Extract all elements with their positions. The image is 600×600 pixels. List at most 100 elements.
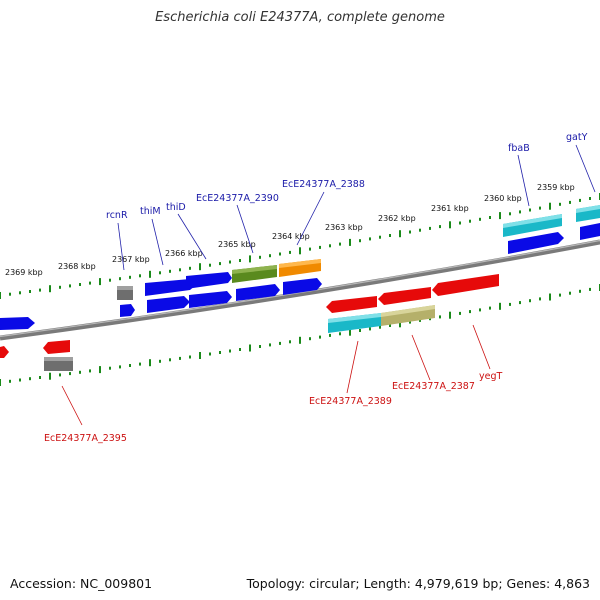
gene-arrow[interactable]: [120, 304, 135, 317]
minor-tick: [79, 370, 81, 374]
accession-text: Accession: NC_009801: [10, 576, 153, 591]
minor-tick: [419, 228, 421, 232]
gene-arrow[interactable]: [186, 272, 232, 289]
minor-tick: [459, 221, 461, 225]
minor-tick: [529, 299, 531, 303]
minor-tick: [389, 324, 391, 327]
map-title: Escherichia coli E24377A, complete genom…: [155, 10, 445, 25]
minor-tick: [179, 268, 181, 272]
gene-arrow[interactable]: [378, 287, 431, 305]
minor-tick: [159, 359, 161, 363]
gene-label-yegT[interactable]: yegT: [479, 371, 502, 382]
minor-tick: [529, 208, 531, 212]
minor-tick: [519, 210, 521, 214]
gene-label-EcE24377A_2388[interactable]: EcE24377A_2388: [282, 179, 365, 190]
gene-arrow[interactable]: [189, 291, 232, 308]
scale-label: 2365 kbp: [218, 240, 256, 249]
minor-tick: [259, 345, 261, 348]
minor-tick: [139, 362, 141, 366]
minor-tick: [229, 260, 231, 264]
scale-label: 2359 kbp: [537, 183, 575, 192]
gene-label-EcE24377A_2390[interactable]: EcE24377A_2390: [196, 193, 279, 204]
minor-tick: [9, 379, 11, 383]
gene-label-EcE24377A_2395[interactable]: EcE24377A_2395: [44, 433, 127, 444]
minor-tick: [319, 245, 321, 249]
minor-tick: [339, 242, 341, 246]
minor-tick: [369, 327, 371, 331]
scale-label: 2366 kbp: [165, 249, 203, 258]
gene-arrow[interactable]: [147, 296, 190, 313]
major-tick: [249, 344, 251, 352]
minor-tick: [539, 297, 541, 301]
minor-tick: [359, 239, 361, 243]
gene-arrow[interactable]: [145, 279, 196, 296]
gene-arrow[interactable]: [236, 284, 280, 301]
label-leaders: [61, 144, 596, 426]
minor-tick: [119, 365, 121, 369]
minor-tick: [439, 225, 441, 229]
major-tick: [399, 230, 401, 238]
genome-summary-text: Topology: circular; Length: 4,979,619 bp…: [246, 576, 590, 591]
gene-arrow[interactable]: [43, 340, 70, 354]
minor-tick: [479, 308, 481, 312]
gene-label-thiD[interactable]: thiD: [166, 202, 186, 213]
minor-tick: [89, 369, 91, 373]
minor-tick: [369, 237, 371, 241]
minor-tick: [109, 278, 111, 282]
minor-tick: [259, 255, 261, 259]
minor-tick: [159, 271, 161, 275]
gene-arrow[interactable]: [580, 223, 600, 240]
minor-tick: [469, 219, 471, 223]
major-tick: [449, 221, 451, 229]
major-tick: [299, 247, 301, 255]
minor-tick: [209, 263, 211, 267]
minor-tick: [239, 348, 241, 351]
minor-tick: [519, 301, 521, 305]
scale-label: 2368 kbp: [58, 262, 96, 271]
minor-tick: [509, 302, 511, 306]
minor-tick: [59, 373, 61, 377]
reverse-genes: [0, 274, 499, 371]
minor-tick: [319, 335, 321, 339]
minor-tick: [59, 285, 61, 289]
gene-arrow[interactable]: [0, 317, 35, 330]
minor-tick: [189, 355, 191, 359]
major-tick: [149, 270, 151, 278]
minor-tick: [9, 292, 11, 296]
gene-label-EcE24377A_2389[interactable]: EcE24377A_2389: [309, 396, 392, 407]
gene-label-rcnR[interactable]: rcnR: [106, 210, 128, 221]
gene-arrow[interactable]: [432, 274, 499, 296]
major-tick: [549, 293, 551, 301]
minor-tick: [89, 281, 91, 285]
gene-arrow[interactable]: [283, 278, 322, 295]
gene-label-fbaB[interactable]: fbaB: [508, 143, 530, 154]
major-tick: [499, 302, 501, 310]
minor-tick: [489, 216, 491, 219]
scale-label: 2367 kbp: [112, 255, 150, 264]
gene-label-gatY[interactable]: gatY: [566, 132, 588, 143]
minor-tick: [19, 378, 21, 382]
major-tick: [349, 238, 351, 246]
minor-tick: [289, 340, 291, 344]
gene-arrow[interactable]: [0, 346, 9, 358]
scale-labels: 2369 kbp 2368 kbp 2367 kbp 2366 kbp 2365…: [5, 183, 575, 277]
minor-tick: [69, 284, 71, 288]
minor-tick: [129, 275, 131, 279]
scale-label: 2369 kbp: [5, 268, 43, 277]
gene-arrow[interactable]: [326, 296, 377, 313]
minor-tick: [559, 202, 561, 206]
gene-label-thiM[interactable]: thiM: [140, 206, 161, 217]
minor-tick: [339, 332, 341, 336]
minor-tick: [39, 376, 41, 379]
major-tick: [199, 263, 201, 271]
minor-tick: [119, 277, 121, 281]
minor-tick: [29, 377, 31, 381]
minor-tick: [569, 291, 571, 295]
gene-arrow[interactable]: [508, 232, 564, 254]
gene-label-EcE24377A_2387[interactable]: EcE24377A_2387: [392, 381, 475, 392]
minor-tick: [429, 226, 431, 230]
scale-label: 2364 kbp: [272, 232, 310, 241]
major-tick: [499, 212, 501, 220]
scale-label: 2363 kbp: [325, 223, 363, 232]
minor-tick: [539, 206, 541, 210]
